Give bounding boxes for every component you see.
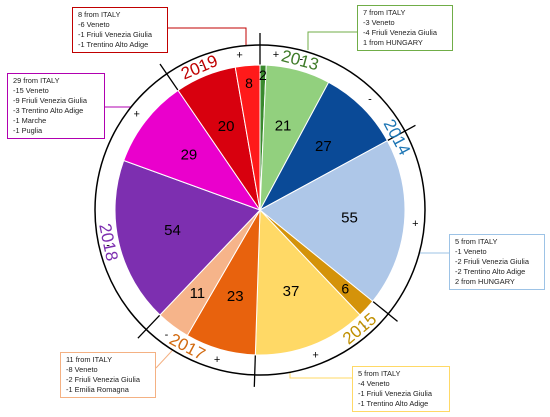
slice-value-label: 6: [341, 281, 349, 297]
pie-slice: [259, 139, 406, 302]
year-divider: [137, 311, 164, 339]
callout-line: 29 from ITALY: [13, 76, 60, 85]
callout-2014: 5 from ITALY -1 Veneto -2 Friuli Venezia…: [449, 234, 545, 290]
callout-2018: 29 from ITALY -15 Veneto -9 Friuli Venez…: [7, 73, 105, 139]
sign-marker: -: [165, 329, 169, 341]
year-dividers: [137, 33, 416, 387]
slice-value-label: 54: [164, 222, 181, 239]
sign-marker: +: [236, 49, 242, 61]
slice-value-labels: 2 21 27 55 6 37 23 11 54 29 20 8: [164, 67, 358, 305]
callout-2019: 8 from ITALY -6 Veneto -1 Friuli Venezia…: [72, 7, 168, 53]
callout-2013: 7 from ITALY -3 Veneto -4 Friuli Venezia…: [357, 5, 453, 51]
callout-leader-lines: [105, 27, 449, 379]
slice-value-label: 29: [181, 146, 198, 163]
sign-marker: +: [312, 350, 318, 362]
year-divider: [253, 350, 257, 387]
sign-marker: -: [199, 59, 203, 71]
callout-line: -1 Trentino Alto Adige: [78, 40, 149, 49]
sign-marker: +: [412, 218, 418, 230]
sign-marker: -: [106, 240, 110, 252]
sign-marker: +: [133, 108, 139, 120]
sign-marker: -: [362, 320, 366, 332]
callout-line: -15 Veneto: [13, 86, 49, 95]
slice-value-label: 2: [259, 67, 267, 83]
callout-line: -3 Trentino Alto Adige: [13, 106, 84, 115]
sign-markers: + - - + - + + - - + - +: [106, 49, 418, 366]
callout-line: -3 Veneto: [363, 18, 395, 27]
sign-marker: +: [214, 354, 220, 366]
callout-leader-line: [307, 31, 357, 50]
callout-line: -2 Trentino Alto Adige: [455, 267, 526, 276]
callout-line: 11 from ITALY: [66, 355, 112, 364]
pie-slice: [254, 208, 361, 356]
callout-line: -1 Marche: [13, 116, 47, 125]
callout-line: -4 Veneto: [358, 379, 390, 388]
sign-marker: -: [368, 93, 372, 105]
callout-line: -1 Veneto: [455, 247, 487, 256]
callout-line: -4 Friuli Venezia Giulia: [363, 28, 437, 37]
slice-value-label: 8: [245, 75, 253, 91]
callout-line: 1 from HUNGARY: [363, 38, 423, 47]
year-divider: [369, 298, 398, 322]
callout-line: -1 Trentino Alto Adige: [358, 399, 429, 408]
callout-line: -9 Friuli Venezia Giulia: [13, 96, 87, 105]
callout-2015: 5 from ITALY -4 Veneto -1 Friuli Venezia…: [352, 366, 450, 412]
slice-value-label: 23: [227, 288, 244, 305]
callout-line: -2 Friuli Venezia Giulia: [455, 257, 529, 266]
callout-line: -1 Emilia Romagna: [66, 385, 129, 394]
pie-slice: [258, 81, 389, 212]
callout-line: 7 from ITALY: [363, 8, 406, 17]
pie-slice: [234, 64, 261, 211]
callout-line: -1 Puglia: [13, 126, 43, 135]
slice-value-label: 55: [341, 210, 358, 227]
callout-leader-line: [168, 27, 247, 48]
callout-line: 5 from ITALY: [455, 237, 498, 246]
callout-2017: 11 from ITALY -8 Veneto -2 Friuli Venezi…: [60, 352, 156, 398]
callout-line: 5 from ITALY: [358, 369, 401, 378]
year-divider: [159, 63, 181, 95]
callout-line: 2 from HUNGARY: [455, 277, 515, 286]
slice-value-label: 21: [275, 118, 292, 135]
callout-line: -6 Veneto: [78, 20, 110, 29]
pie-slice: [114, 159, 261, 316]
slice-value-label: 37: [283, 283, 300, 300]
callout-line: -1 Friuli Venezia Giulia: [358, 389, 432, 398]
sign-marker: -: [299, 54, 303, 66]
callout-line: -8 Veneto: [66, 365, 98, 374]
callout-line: 8 from ITALY: [78, 10, 121, 19]
year-divider: [383, 124, 416, 144]
callout-line: -1 Friuli Venezia Giulia: [78, 30, 152, 39]
slice-value-label: 11: [190, 285, 206, 302]
callout-line: -2 Friuli Venezia Giulia: [66, 375, 140, 384]
sign-marker: +: [273, 49, 279, 61]
pie-slice: [123, 89, 262, 212]
slice-value-label: 27: [315, 138, 332, 155]
pie-slices: [114, 64, 406, 356]
slice-value-label: 20: [218, 118, 235, 135]
